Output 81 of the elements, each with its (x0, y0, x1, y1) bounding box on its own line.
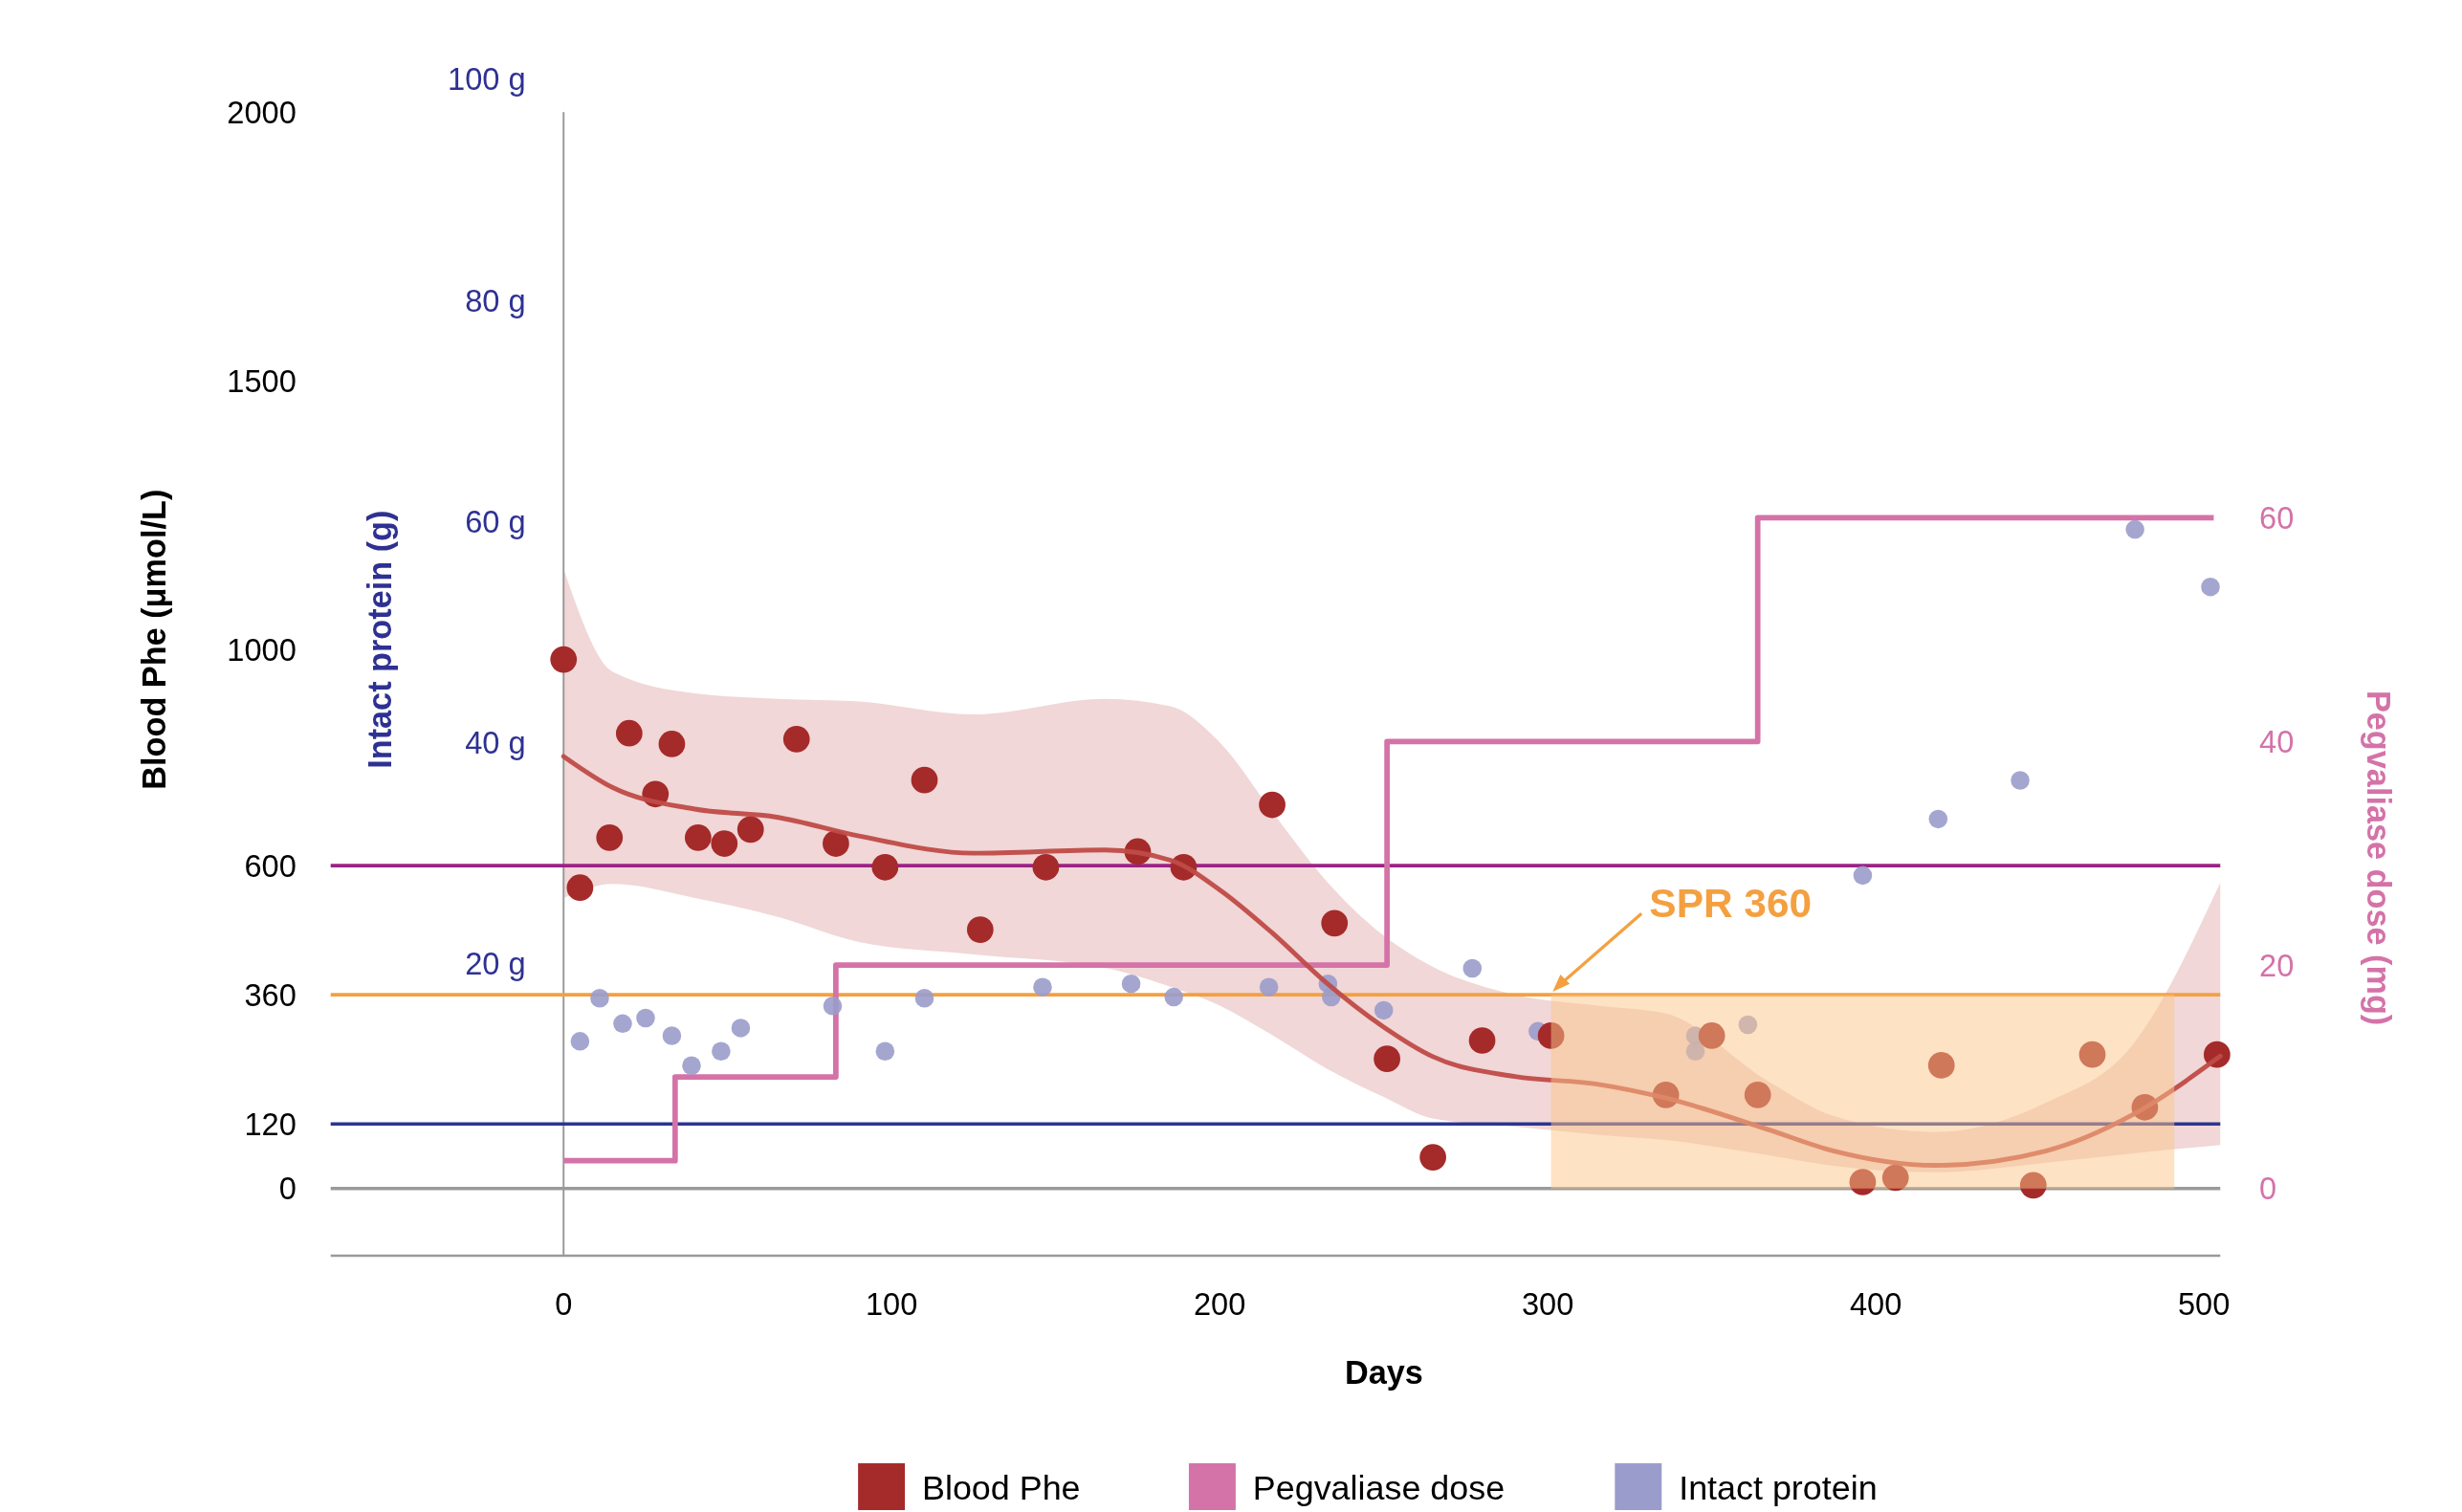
y-tick-label: 120 (244, 1106, 297, 1142)
y2-tick-label: 20 g (465, 946, 526, 982)
y3-tick-label: 40 (2259, 723, 2295, 759)
point (2125, 519, 2144, 539)
y-tick-label: 600 (244, 847, 297, 884)
point (1321, 909, 1349, 937)
legend-label: Blood Phe (921, 1468, 1081, 1507)
point (613, 1014, 632, 1034)
x-axis-title: Days (1344, 1353, 1423, 1391)
y3-axis-title: Pegvaliase dose (mg) (2360, 690, 2397, 1026)
point (966, 916, 994, 943)
point (684, 823, 712, 851)
point (1928, 809, 1948, 829)
point (911, 766, 938, 794)
point (682, 1056, 701, 1076)
point (712, 1041, 731, 1062)
point (1259, 977, 1279, 997)
point (1744, 1081, 1771, 1108)
x-tick-label: 300 (1521, 1286, 1574, 1323)
point (1849, 1169, 1877, 1195)
point (736, 816, 764, 844)
point (711, 830, 738, 857)
point (1853, 866, 1873, 886)
point (1033, 977, 1052, 997)
point (1032, 853, 1060, 881)
point (662, 1026, 682, 1045)
point (1738, 1015, 1758, 1035)
y-tick-label: 0 (278, 1171, 297, 1207)
legend-label: Intact protein (1679, 1468, 1878, 1507)
y3-tick-label: 60 (2259, 499, 2295, 536)
x-tick-label: 0 (555, 1286, 573, 1323)
point (570, 1032, 590, 1051)
point (590, 988, 609, 1008)
y2-tick-label: 80 g (465, 282, 526, 318)
y2-axis-title: Intact protein (g) (362, 510, 399, 769)
x-tick-label: 400 (1849, 1286, 1902, 1323)
point (1881, 1164, 1909, 1192)
point (875, 1041, 895, 1062)
x-tick-label: 200 (1193, 1286, 1246, 1323)
point (2078, 1041, 2106, 1068)
point (2011, 771, 2030, 790)
point (871, 853, 899, 881)
point (566, 874, 594, 902)
point (823, 830, 849, 857)
y-axis-title: Blood Phe (μmol/L) (135, 489, 172, 790)
y3-tick-label: 20 (2259, 947, 2295, 983)
point (1374, 1000, 1394, 1020)
point (636, 1008, 655, 1028)
point (1927, 1052, 1955, 1079)
y2-tick-label: 60 g (465, 503, 526, 539)
point (1259, 791, 1286, 819)
point (1537, 1022, 1565, 1049)
point (615, 719, 643, 747)
point (1419, 1144, 1446, 1171)
x-tick-label: 500 (2177, 1286, 2231, 1323)
point (914, 988, 934, 1008)
legend-label: Pegvaliase dose (1252, 1468, 1506, 1507)
point (1468, 1027, 1496, 1054)
y-tick-label: 2000 (227, 94, 297, 130)
point (1462, 958, 1483, 978)
y3-tick-label: 0 (2259, 1171, 2277, 1207)
point (1698, 1022, 1726, 1049)
y-tick-label: 1500 (227, 363, 297, 400)
point (731, 1019, 751, 1038)
point (823, 997, 843, 1016)
annotation: SPR 360 (1649, 880, 1813, 926)
point (2201, 577, 2220, 597)
y2-tick-label: 100 g (448, 61, 526, 98)
point (782, 726, 810, 753)
x-tick-label: 100 (865, 1286, 918, 1323)
y-tick-label: 360 (244, 976, 297, 1013)
point (2019, 1172, 2047, 1199)
point (1685, 1041, 1705, 1062)
point (1374, 1045, 1400, 1072)
point (658, 731, 686, 757)
point (1121, 974, 1141, 994)
point (550, 646, 578, 673)
point (1164, 987, 1183, 1007)
point (596, 823, 624, 851)
y2-tick-label: 40 g (465, 725, 526, 761)
y-tick-label: 1000 (227, 632, 297, 668)
